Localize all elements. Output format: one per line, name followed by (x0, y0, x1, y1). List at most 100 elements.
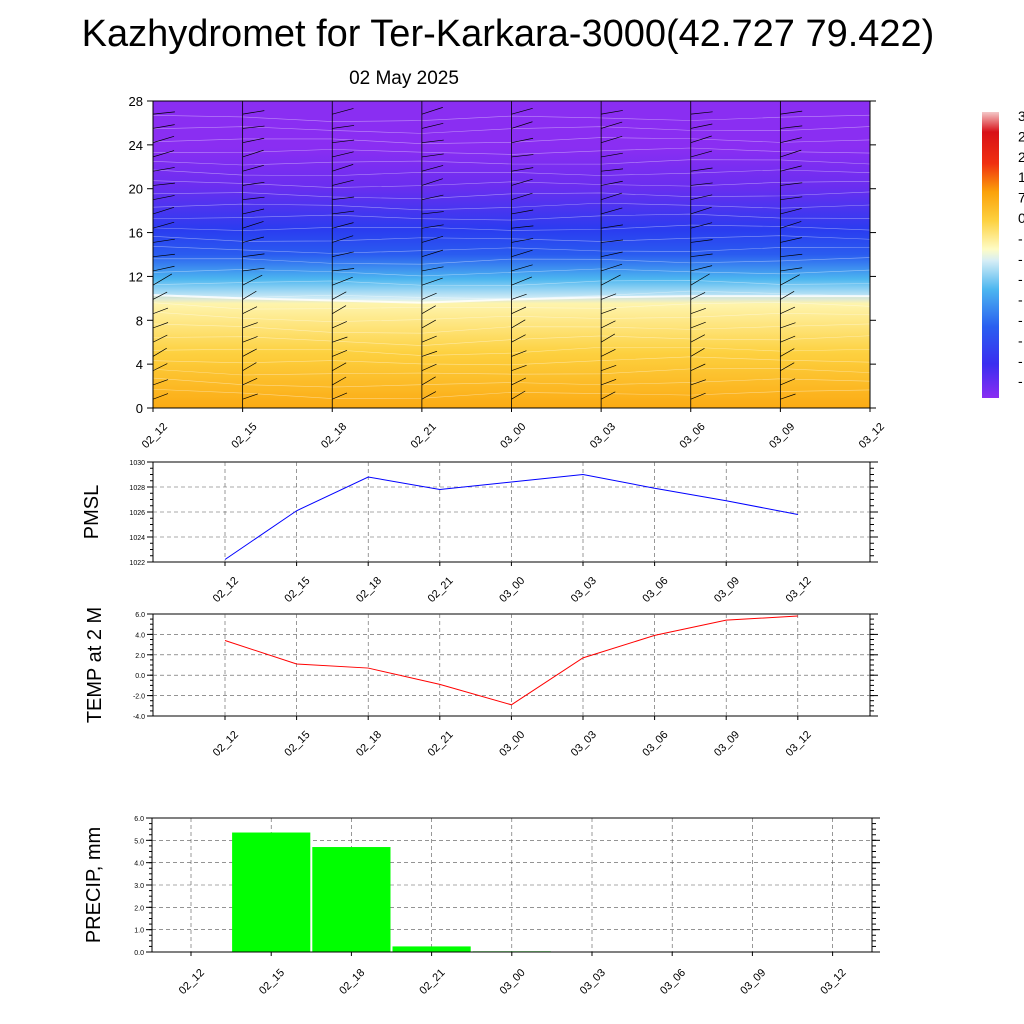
colorbar-label: - (1018, 353, 1023, 369)
y-tick-label: 3.0 (134, 883, 144, 890)
x-tick-label: 02_15 (229, 421, 259, 451)
y-tick-label: 1030 (129, 460, 145, 467)
wind-barb (332, 151, 354, 158)
temp-2m-line (224, 615, 798, 706)
wind-barb (332, 108, 354, 115)
y-tick-label: 4 (136, 357, 143, 372)
x-tick-label: 03_06 (640, 575, 670, 605)
wind-barb (421, 305, 436, 315)
x-tick-label: 03_09 (738, 967, 768, 997)
wind-barb (332, 362, 347, 372)
wind-barb (780, 196, 803, 201)
x-tick-label: 03_03 (578, 967, 608, 997)
wind-barb (332, 392, 348, 400)
x-tick-label: 02_21 (426, 575, 456, 605)
y-tick-label: -2.0 (133, 694, 145, 701)
wind-barb (601, 379, 617, 386)
x-tick-label: 02_21 (417, 967, 447, 997)
wind-barb (332, 268, 355, 272)
wind-barb (511, 319, 526, 329)
wind-barb (421, 249, 443, 258)
wind-barb (242, 306, 258, 315)
wind-barb (332, 179, 354, 186)
wind-barb (153, 221, 175, 229)
pmsl-panel: 1022 1024 1026 1028 1030 02_12 02_15 02_18 02_21… (81, 460, 878, 605)
wind-barb (690, 123, 713, 129)
x-tick-label: 02_21 (409, 421, 439, 451)
wind-barb (511, 264, 533, 272)
wind-barb (869, 242, 870, 243)
cross-section-plot-area (153, 101, 870, 408)
wind-barb (600, 348, 616, 357)
wind-barb (780, 393, 796, 400)
wind-barb (869, 327, 870, 328)
wind-barb (780, 137, 802, 144)
temp-2m-panel: -4.0 -2.0 0.0 2.0 4.0 6.0 02_12 02_15 02_18 02_21… (84, 607, 878, 759)
pmsl-line (224, 473, 798, 560)
wind-barb (690, 222, 713, 229)
x-tick-label: 03_00 (498, 967, 528, 997)
x-tick-label: 02_18 (354, 729, 384, 759)
y-tick-label: 0.0 (135, 673, 145, 680)
wind-barb (332, 321, 347, 329)
wind-barb (242, 181, 265, 186)
wind-barb (421, 139, 444, 144)
wind-barb (690, 150, 713, 158)
wind-barb (421, 363, 437, 372)
wind-barb (421, 224, 444, 229)
wind-barb (511, 334, 526, 343)
wind-barb (421, 350, 438, 357)
wind-barb (332, 350, 348, 357)
wind-barb (869, 356, 870, 357)
x-tick-label: 02_12 (140, 421, 170, 451)
wind-barb (780, 110, 803, 115)
temp-2m-axes: -4.0 -2.0 0.0 2.0 4.0 6.0 02_12 02_15 02_18 02_21… (133, 612, 878, 759)
wind-barb (690, 167, 713, 172)
wind-barb (600, 274, 621, 286)
wind-barb (780, 267, 803, 272)
wind-barb (332, 336, 348, 343)
colorbar: 3 2 2 1 7 0 - - - - - - - - (982, 108, 1024, 398)
wind-barb (690, 265, 713, 272)
wind-barb (153, 273, 173, 286)
wind-barb (153, 195, 175, 201)
y-tick-label: 2.0 (135, 653, 145, 660)
colorbar-label: - (1018, 251, 1023, 267)
wind-barb (332, 305, 347, 315)
cross-section-x-axis: 02_12 02_15 02_18 02_21 03_00 03_03 03_06 03_09… (140, 408, 887, 451)
wind-barb (601, 293, 617, 300)
colorbar-label: - (1018, 332, 1023, 348)
wind-barb (421, 178, 443, 186)
wind-barb (511, 225, 534, 229)
x-tick-label: 03_00 (497, 729, 527, 759)
colorbar-label: 2 (1018, 149, 1024, 165)
wind-barb (511, 377, 527, 386)
x-tick-label: 02_12 (177, 967, 207, 997)
x-tick-label: 02_18 (337, 967, 367, 997)
wind-barb (332, 235, 354, 243)
wind-barb (421, 319, 436, 329)
wind-barb (332, 164, 354, 172)
wind-barb (780, 274, 800, 286)
y-tick-label: 28 (129, 94, 143, 109)
y-tick-label: 12 (129, 269, 143, 284)
wind-barb (242, 125, 265, 129)
x-tick-label: 03_12 (784, 575, 814, 605)
wind-barb (242, 110, 265, 115)
wind-barb (153, 265, 175, 272)
wind-barb (332, 291, 347, 300)
precip-bar (392, 946, 471, 952)
wind-barb (511, 390, 526, 400)
colorbar-label: - (1018, 373, 1023, 389)
wind-barb (511, 107, 533, 115)
wind-barb (153, 379, 169, 386)
wind-barb (869, 270, 870, 271)
wind-barb (332, 376, 347, 386)
page-title: Kazhydromet for Ter-Karkara-3000(42.727 … (82, 13, 935, 55)
wind-barb (421, 236, 444, 243)
wind-barb (153, 291, 168, 300)
wind-barb (690, 292, 706, 300)
y-tick-label: 4.0 (134, 861, 144, 868)
wind-barb (869, 142, 870, 143)
y-tick-label: 20 (129, 182, 143, 197)
